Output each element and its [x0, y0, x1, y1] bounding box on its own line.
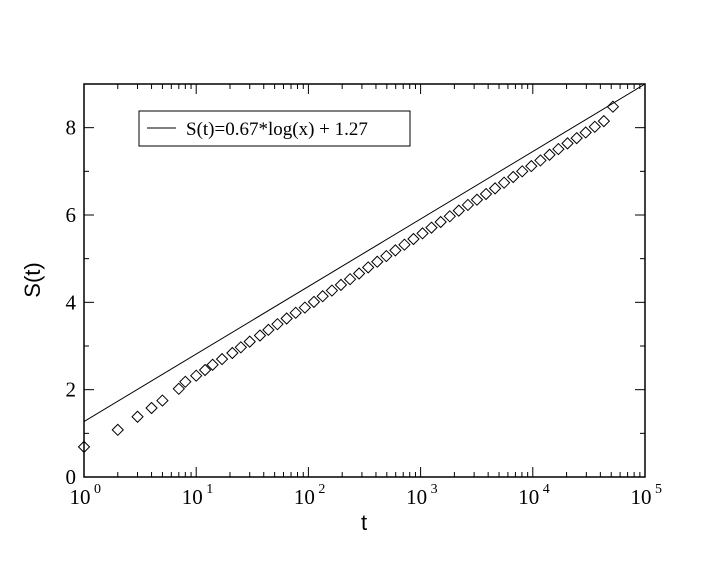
x-tick-label-exponent: 0 [94, 482, 101, 497]
x-tick-label: 10 [631, 485, 652, 509]
y-tick-label: 4 [66, 290, 77, 314]
x-tick-label-exponent: 4 [543, 482, 550, 497]
legend: S(t)=0.67*log(x) + 1.27 [138, 110, 411, 147]
data-point [416, 227, 429, 240]
fit-line-layer [83, 83, 646, 422]
x-axis-label: t [361, 510, 367, 535]
y-tick-label: 8 [66, 116, 77, 140]
data-point [343, 272, 357, 286]
data-point [525, 159, 538, 173]
data-point [325, 284, 339, 297]
data-point [172, 382, 186, 396]
fit-line [83, 83, 646, 422]
data-point [606, 100, 620, 113]
data-point [516, 165, 529, 178]
data-point [298, 301, 312, 314]
data-point [579, 126, 592, 139]
data-point [271, 317, 284, 331]
data-point [253, 329, 267, 342]
data-point [206, 358, 219, 371]
data-point [434, 215, 447, 229]
data-point [552, 142, 565, 156]
data-point [398, 238, 411, 251]
data-point [371, 255, 384, 268]
data-point [461, 198, 475, 212]
x-tick-label-exponent: 5 [655, 482, 662, 497]
x-tick-label-exponent: 3 [431, 482, 438, 497]
data-point [189, 369, 203, 382]
data-point [179, 375, 192, 389]
data-point [262, 323, 275, 337]
data-point [145, 401, 158, 415]
plot-area [83, 83, 646, 478]
y-axis-label: S(t) [20, 262, 45, 297]
data-point [215, 352, 229, 366]
data-point [198, 363, 212, 377]
x-tick-label-exponent: 2 [318, 482, 325, 497]
data-point [561, 137, 574, 150]
data-point [543, 148, 556, 161]
y-tick-label: 2 [66, 378, 77, 402]
data-point [380, 249, 393, 263]
x-tick-label-exponent: 1 [206, 482, 213, 497]
data-point [597, 114, 611, 128]
x-tick-label: 10 [182, 485, 203, 509]
data-point [111, 423, 124, 437]
x-tick-label: 10 [294, 485, 315, 509]
data-point [361, 261, 375, 274]
data-point [407, 232, 420, 246]
data-point [452, 204, 466, 217]
data-point [488, 182, 502, 195]
data-point [507, 170, 520, 184]
data-point [470, 193, 484, 206]
data-point [77, 440, 91, 454]
data-point [352, 267, 366, 280]
data-point [534, 154, 547, 167]
data-point [307, 295, 321, 309]
data-point [334, 278, 348, 292]
data-point [280, 312, 293, 325]
x-tick-label: 10 [406, 485, 427, 509]
data-point [588, 120, 602, 134]
data-point [234, 341, 248, 354]
data-points [77, 100, 620, 454]
data-point [425, 221, 438, 234]
y-tick-label: 6 [66, 203, 77, 227]
x-tick-label: 10 [70, 485, 91, 509]
data-point [316, 290, 329, 303]
data-point [156, 394, 169, 407]
data-point [226, 346, 239, 360]
data-point [389, 244, 402, 257]
data-point [497, 176, 511, 189]
legend-label: S(t)=0.67*log(x) + 1.27 [186, 119, 368, 140]
data-point [479, 187, 493, 201]
data-point [131, 410, 144, 423]
data-point [243, 335, 256, 348]
x-tick-label: 10 [518, 485, 539, 509]
y-tick-label: 0 [66, 465, 77, 489]
data-point [570, 131, 583, 145]
data-point [289, 306, 302, 320]
data-point [443, 210, 456, 223]
legend-box [138, 110, 411, 147]
